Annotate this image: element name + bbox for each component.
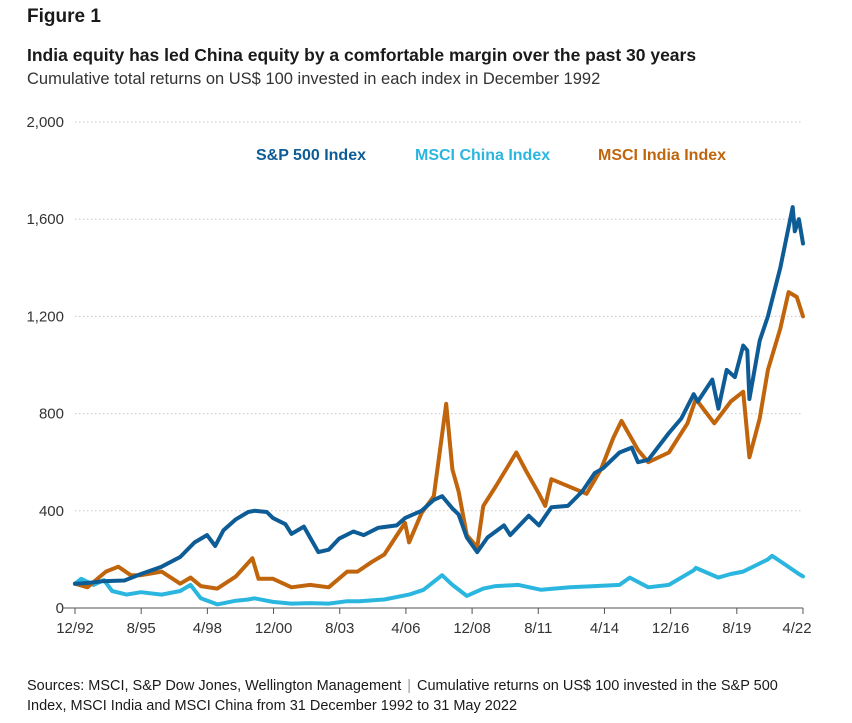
x-tick-label: 8/03	[325, 620, 354, 637]
chart-subtitle: Cumulative total returns on US$ 100 inve…	[27, 70, 601, 88]
y-tick-label: 0	[56, 600, 64, 617]
y-tick-label: 2,000	[26, 114, 64, 131]
grid-lines	[75, 121, 803, 512]
legend: S&P 500 Index MSCI China Index MSCI India …	[256, 147, 726, 164]
legend-label-msci-india-index: MSCI India Index	[598, 147, 726, 164]
y-tick-label: 1,600	[26, 211, 64, 228]
series-line-msci-china-index	[73, 553, 805, 607]
x-tick-label: 8/19	[722, 620, 751, 637]
source-separator: |	[407, 678, 412, 694]
source-note-description: Cumulative returns on US$ 100 invested i…	[27, 678, 778, 714]
series-line-msci-india-index	[73, 290, 805, 591]
x-tick-label: 4/06	[391, 620, 420, 637]
axes: 0 400 800 1,200 1,600 2,000 12/92 8/95 4/98 12/00…	[26, 114, 811, 637]
x-tick-label: 8/95	[127, 620, 156, 637]
line-chart: 0 400 800 1,200 1,600 2,000 12/92 8/95 4/98 12/00…	[26, 114, 811, 637]
x-tick-label: 12/00	[255, 620, 293, 637]
legend-label-msci-china-index: MSCI China Index	[415, 147, 550, 164]
series-line-s-p-500-index	[73, 205, 805, 586]
y-tick-label: 400	[39, 503, 64, 520]
x-tick-label: 8/11	[524, 620, 552, 637]
y-tick-label: 1,200	[26, 308, 64, 325]
source-note: Sources: MSCI, S&P Dow Jones, Wellington…	[27, 676, 817, 716]
x-tick-label: 12/92	[56, 620, 94, 637]
figure-label: Figure 1	[27, 6, 101, 27]
x-tick-label: 4/22	[782, 620, 811, 637]
legend-label-s-p-500-index: S&P 500 Index	[256, 147, 366, 164]
x-tick-label: 4/14	[590, 620, 619, 637]
source-note-sources: Sources: MSCI, S&P Dow Jones, Wellington…	[27, 678, 402, 694]
x-tick-label: 12/16	[652, 620, 690, 637]
chart-title: India equity has led China equity by a c…	[27, 45, 697, 65]
y-tick-label: 800	[39, 406, 64, 423]
x-tick-label: 12/08	[453, 620, 491, 637]
x-tick-label: 4/98	[193, 620, 222, 637]
series-lines	[73, 205, 805, 607]
